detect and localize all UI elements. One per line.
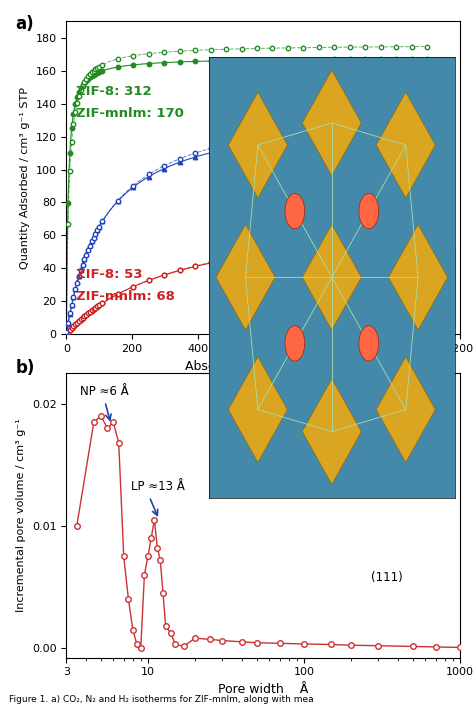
Text: ZIF-mnlm: 170: ZIF-mnlm: 170 <box>75 107 183 120</box>
Polygon shape <box>302 225 361 330</box>
Circle shape <box>359 193 379 229</box>
Polygon shape <box>302 379 361 484</box>
Text: ZIF-8: 312: ZIF-8: 312 <box>75 85 151 98</box>
Polygon shape <box>376 357 435 462</box>
Polygon shape <box>376 92 435 198</box>
Text: LP ≈13 Å: LP ≈13 Å <box>131 480 185 493</box>
Y-axis label: Incremental pore volume / cm³ g⁻¹: Incremental pore volume / cm³ g⁻¹ <box>16 419 27 612</box>
Polygon shape <box>389 225 447 330</box>
Polygon shape <box>216 225 275 330</box>
Circle shape <box>285 193 305 229</box>
Y-axis label: Quantity Adsorbed / cm³ g⁻¹ STP: Quantity Adsorbed / cm³ g⁻¹ STP <box>20 87 30 269</box>
Text: ZIF-mnlm: 68: ZIF-mnlm: 68 <box>75 289 174 303</box>
Text: ZIF-8: 53: ZIF-8: 53 <box>75 268 142 281</box>
Text: (111): (111) <box>371 571 403 584</box>
Polygon shape <box>228 92 287 198</box>
Text: b): b) <box>15 359 35 377</box>
Text: ZIF-8: 145: ZIF-8: 145 <box>237 148 312 161</box>
Text: ZIF-mnlm: ZIF-mnlm <box>351 385 421 397</box>
Polygon shape <box>228 357 287 462</box>
Text: NP ≈6 Å: NP ≈6 Å <box>80 385 128 397</box>
Circle shape <box>285 326 305 361</box>
Circle shape <box>359 326 379 361</box>
Polygon shape <box>302 70 361 176</box>
Legend: N₂@77K, N₂ desorption, CO₂ @288K, CO₂ desorption, H₂ @77K, H₂ desorption: N₂@77K, N₂ desorption, CO₂ @288K, CO₂ de… <box>342 247 455 329</box>
Text: Figure 1. a) CO₂, N₂ and H₂ isotherms for ZIF-mnlm, along with mea: Figure 1. a) CO₂, N₂ and H₂ isotherms fo… <box>9 695 314 704</box>
Text: ZIF-mnlm: 130: ZIF-mnlm: 130 <box>237 169 345 183</box>
Text: a): a) <box>15 15 34 33</box>
X-axis label: Absolute Pressure / mbar: Absolute Pressure / mbar <box>184 360 342 373</box>
X-axis label: Pore width    Å: Pore width Å <box>218 683 308 696</box>
